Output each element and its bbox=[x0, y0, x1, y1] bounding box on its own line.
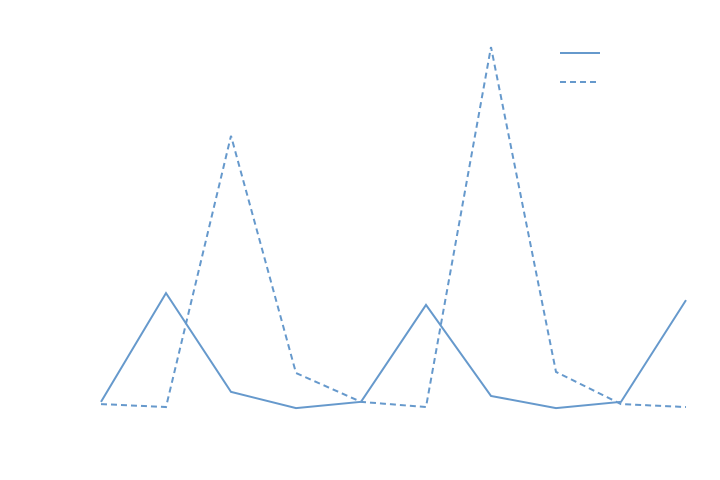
series-line bbox=[100, 291, 687, 410]
series-line bbox=[100, 46, 687, 409]
